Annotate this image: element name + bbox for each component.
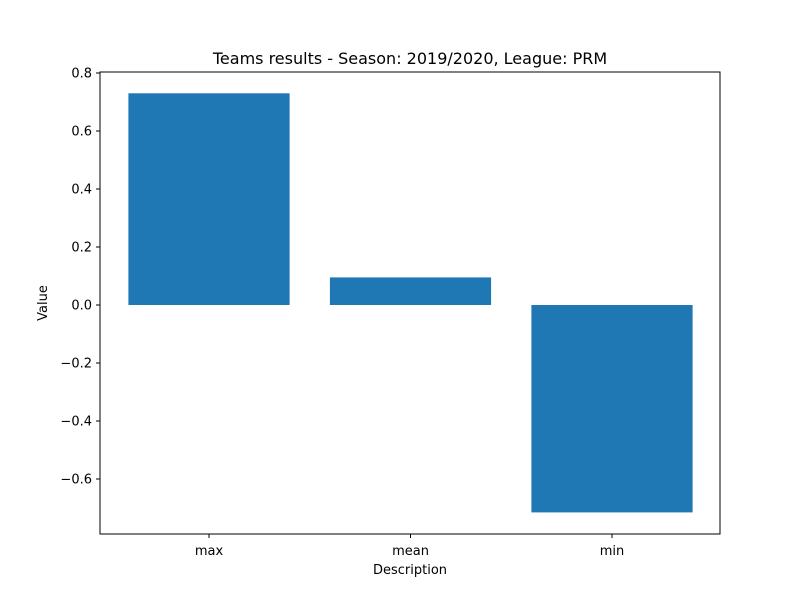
bar-max (128, 93, 290, 305)
x-axis-label: Description (373, 563, 447, 578)
y-tick-label: 0.2 (71, 241, 92, 256)
y-tick-label: 0.6 (71, 125, 92, 140)
x-axis: max mean min (195, 534, 624, 559)
plot-frame (99, 71, 721, 535)
bars-group (128, 93, 693, 513)
y-tick-label: 0.4 (71, 183, 92, 198)
bar-min (531, 305, 693, 513)
y-tick-label: −0.6 (60, 473, 92, 488)
x-tick-label-max: max (195, 544, 224, 559)
y-tick-label: 0.0 (71, 299, 92, 314)
bar-mean (329, 277, 492, 305)
y-axis-label: Value (36, 285, 51, 321)
y-tick-label: 0.8 (71, 67, 92, 82)
y-tick-label: −0.4 (60, 415, 92, 430)
chart-title: Teams results - Season: 2019/2020, Leagu… (212, 49, 607, 68)
y-axis: −0.6 −0.4 −0.2 0.0 0.2 0.4 0.6 0.8 (60, 67, 100, 488)
x-tick-label-mean: mean (392, 544, 429, 559)
x-tick-label-min: min (600, 544, 625, 559)
y-tick-label: −0.2 (60, 357, 92, 372)
